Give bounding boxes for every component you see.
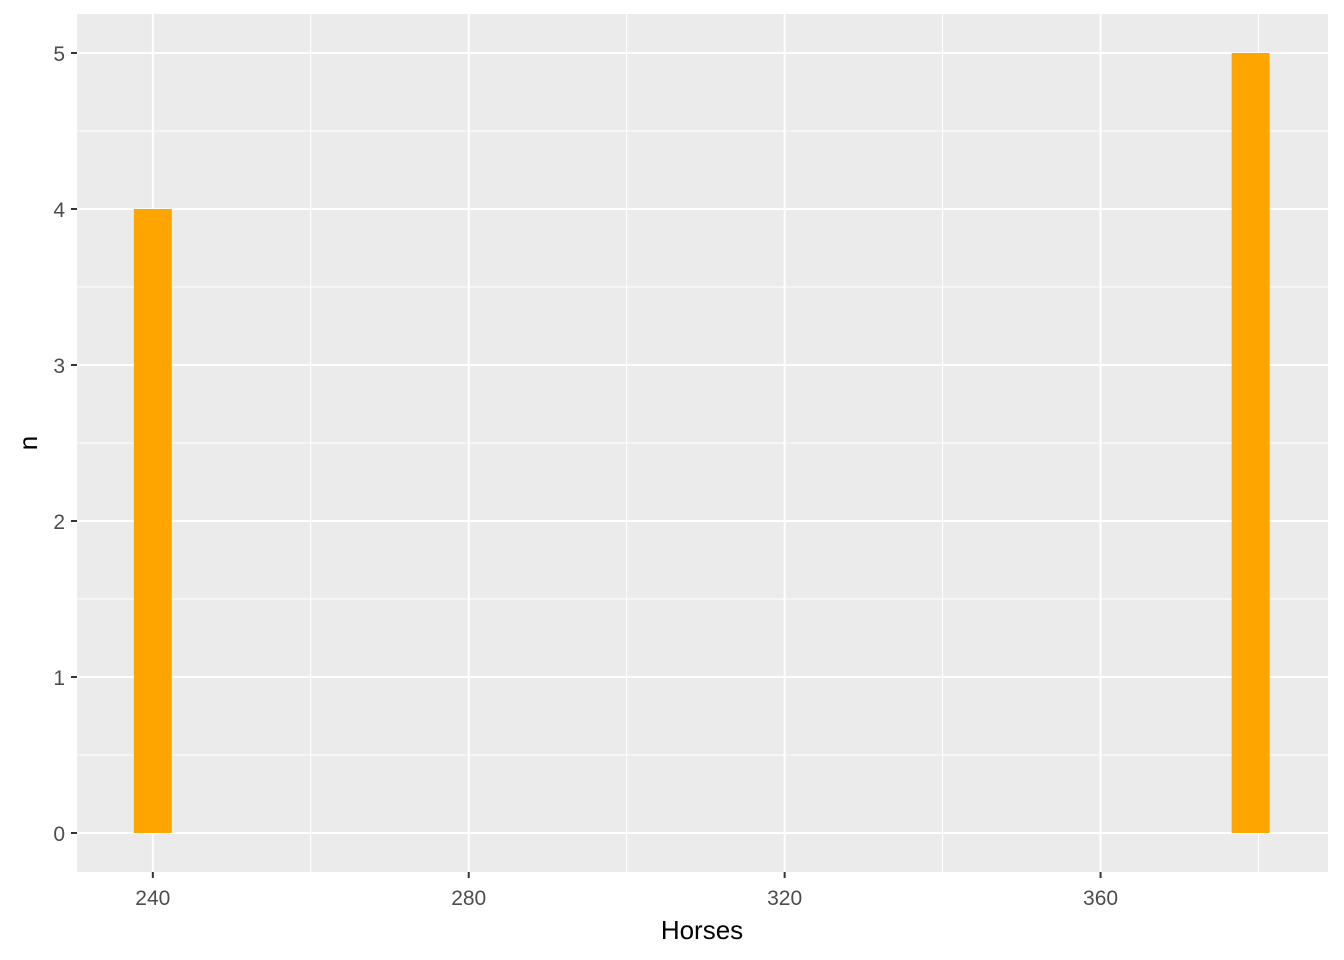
bar: [133, 209, 172, 833]
x-tick-label: 360: [1083, 887, 1118, 910]
y-tick-label: 3: [53, 355, 65, 378]
x-axis-ticks: 240 280 320 360: [135, 872, 1118, 910]
y-tick-label: 0: [53, 823, 65, 846]
bar: [1231, 53, 1270, 833]
y-tick-label: 1: [53, 667, 65, 690]
y-axis-title: n: [13, 436, 43, 450]
x-tick-label: 240: [135, 887, 170, 910]
x-tick-label: 320: [767, 887, 802, 910]
bars-group: [133, 53, 1270, 833]
y-tick-label: 2: [53, 511, 65, 534]
x-axis-title: Horses: [661, 915, 743, 945]
x-tick-label: 280: [451, 887, 486, 910]
y-tick-label: 4: [53, 199, 65, 222]
y-axis-ticks: 0 1 2 3 4 5: [53, 43, 77, 846]
y-tick-label: 5: [53, 43, 65, 66]
